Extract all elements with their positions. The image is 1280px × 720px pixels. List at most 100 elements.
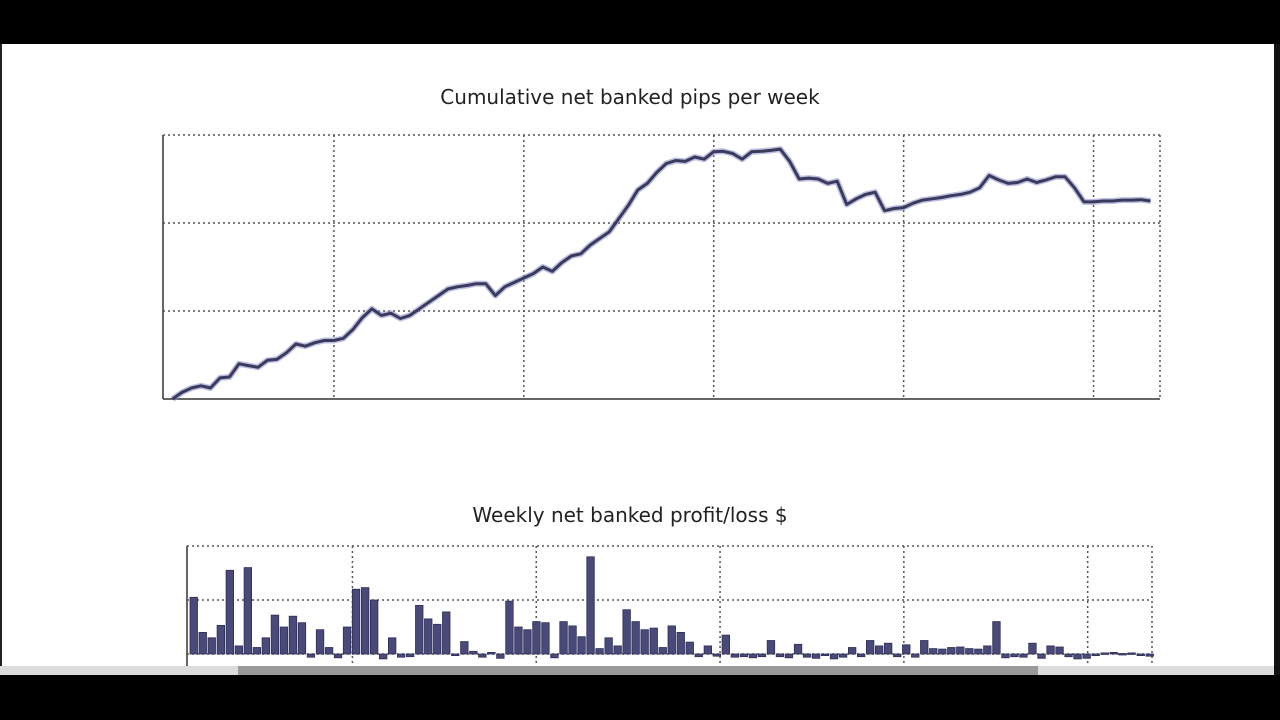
bar (793, 643, 803, 655)
bar (857, 653, 866, 658)
window-edge-right (1274, 44, 1280, 675)
bar (487, 651, 496, 655)
bar (631, 621, 640, 655)
weekly-profit-chart: Weekly net banked profit/loss $ (0, 494, 1280, 675)
bar (541, 622, 550, 655)
bar (604, 637, 613, 655)
bar (1010, 653, 1019, 658)
bar (451, 653, 460, 657)
bar (207, 637, 216, 655)
bar (983, 645, 992, 655)
bar (757, 653, 767, 658)
bar (189, 596, 198, 655)
bar (288, 615, 298, 655)
bar (261, 637, 271, 655)
bar (1091, 653, 1100, 657)
weekly-chart-title: Weekly net banked profit/loss $ (472, 503, 787, 527)
bar (559, 621, 568, 655)
bar (1055, 646, 1064, 655)
bar (1001, 653, 1010, 659)
bar (613, 645, 622, 655)
bar (730, 653, 739, 658)
bar (442, 611, 451, 655)
bar (1136, 653, 1145, 657)
bar (387, 637, 397, 655)
bar (577, 636, 586, 655)
bar (478, 653, 487, 658)
bar (469, 650, 478, 655)
bar (1145, 653, 1154, 657)
bar (523, 629, 532, 655)
bar (703, 645, 712, 655)
bar (360, 587, 370, 655)
bar (351, 588, 361, 655)
bar (396, 653, 406, 658)
bar (505, 600, 514, 655)
bar (1100, 652, 1109, 655)
bar (1118, 653, 1127, 656)
bar (640, 629, 649, 655)
bar (649, 627, 658, 655)
bar (306, 653, 316, 658)
bar (1073, 653, 1082, 660)
bar (802, 653, 812, 658)
bar (279, 626, 289, 655)
horizontal-scrollbar-thumb[interactable] (238, 666, 1038, 675)
bar (369, 599, 379, 655)
bar (1037, 653, 1046, 659)
weekly-profit-svg: Weekly net banked profit/loss $ (186, 503, 1154, 675)
bar (929, 648, 938, 655)
bar (225, 569, 235, 655)
bar (342, 626, 352, 655)
cumulative-pips-svg: Cumulative net banked pips per week (162, 85, 1161, 402)
bar (514, 626, 523, 655)
bar (1028, 642, 1037, 655)
bar (766, 640, 776, 655)
bar (956, 646, 965, 655)
bar (784, 653, 794, 659)
bar (324, 647, 334, 655)
bar (1046, 645, 1055, 655)
bar (198, 631, 207, 655)
bar (992, 621, 1001, 655)
bar (676, 631, 685, 655)
bar (586, 556, 595, 655)
bar (315, 629, 325, 655)
bar (415, 605, 424, 655)
bar (938, 648, 947, 655)
bar (739, 653, 748, 658)
bar (568, 625, 577, 655)
bar (694, 653, 703, 658)
bar (1019, 653, 1028, 658)
bar (848, 647, 857, 655)
bar (667, 625, 676, 655)
bar (243, 567, 253, 655)
bar (595, 648, 604, 655)
bar (947, 647, 956, 655)
bar (974, 648, 983, 655)
chart-window: Cumulative net banked pips per week Week… (0, 44, 1280, 675)
bar (884, 642, 893, 655)
bar (1082, 653, 1091, 659)
bar (866, 640, 875, 655)
bar (496, 653, 505, 659)
bar (550, 653, 559, 659)
bar (875, 645, 884, 655)
bar (685, 641, 694, 655)
bar (234, 645, 244, 655)
bar (748, 653, 758, 659)
bar (920, 640, 929, 655)
series-line (171, 147, 1151, 401)
bar (838, 653, 848, 658)
bar (378, 653, 388, 660)
bar (424, 618, 433, 655)
bar (460, 641, 469, 655)
bar (911, 653, 920, 658)
bar (622, 609, 631, 655)
bar (532, 621, 541, 655)
bar (216, 624, 226, 655)
cumulative-chart-title: Cumulative net banked pips per week (440, 85, 820, 109)
bar (658, 647, 667, 655)
bar (893, 653, 902, 658)
bar (811, 653, 821, 659)
